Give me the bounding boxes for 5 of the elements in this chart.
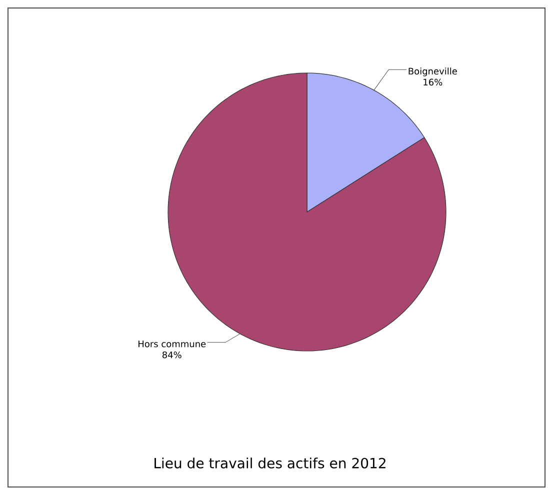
- text: Lieu de travail des actifs en 2012: [154, 458, 386, 468]
- data-label: 16%: [424, 78, 442, 86]
- data-label: 84%: [162, 351, 182, 358]
- slice-label: Hors commune: [138, 340, 206, 348]
- slice-label: Boigneville: [408, 68, 457, 76]
